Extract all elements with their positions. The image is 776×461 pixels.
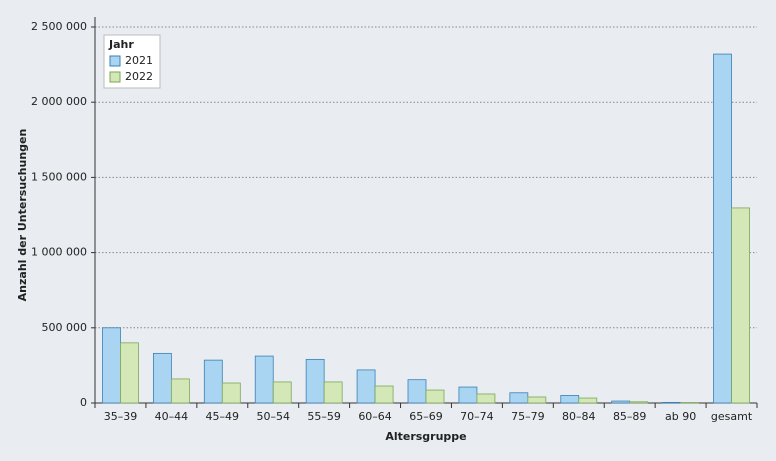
bar bbox=[560, 395, 580, 404]
bar bbox=[527, 396, 547, 404]
x-tick-label: 85–89 bbox=[613, 410, 647, 423]
bar bbox=[356, 369, 376, 404]
x-axis-title: Altersgruppe bbox=[385, 430, 466, 443]
bar bbox=[323, 381, 343, 404]
x-tick-label: 35–39 bbox=[104, 410, 138, 423]
bar bbox=[102, 327, 121, 404]
bar bbox=[425, 389, 445, 404]
bar bbox=[120, 342, 139, 404]
bar bbox=[170, 378, 190, 404]
x-tick-label: 40–44 bbox=[155, 410, 189, 423]
bar bbox=[578, 397, 598, 404]
bar bbox=[305, 358, 325, 404]
legend-label: 2022 bbox=[125, 70, 153, 83]
x-tick-label: 45–49 bbox=[206, 410, 240, 423]
x-tick-label: 75–79 bbox=[511, 410, 545, 423]
y-tick-label: 0 bbox=[80, 396, 87, 409]
bar bbox=[221, 382, 241, 404]
x-tick-label: 65–69 bbox=[409, 410, 443, 423]
bar bbox=[203, 359, 223, 404]
x-tick-label: 50–54 bbox=[256, 410, 290, 423]
x-tick-label: 70–74 bbox=[460, 410, 494, 423]
bar bbox=[476, 393, 496, 404]
bar bbox=[272, 381, 292, 404]
y-tick-label: 2 000 000 bbox=[31, 95, 87, 108]
bar bbox=[407, 379, 427, 404]
y-tick-label: 1 000 000 bbox=[31, 246, 87, 259]
bar bbox=[509, 392, 529, 404]
bar bbox=[254, 355, 274, 404]
legend-swatch bbox=[109, 71, 121, 83]
y-tick-label: 2 500 000 bbox=[31, 20, 87, 33]
y-tick-label: 500 000 bbox=[42, 321, 88, 334]
legend-label: 2021 bbox=[125, 54, 153, 67]
bar bbox=[458, 386, 478, 404]
y-tick-label: 1 500 000 bbox=[31, 170, 87, 183]
x-tick-label: 60–64 bbox=[358, 410, 392, 423]
x-tick-label: ab 90 bbox=[665, 410, 696, 423]
bar bbox=[629, 401, 649, 404]
bar bbox=[611, 400, 631, 404]
legend-swatch bbox=[109, 55, 121, 67]
bar bbox=[713, 53, 732, 404]
bar bbox=[374, 385, 394, 404]
bar bbox=[152, 352, 172, 404]
y-axis-title: Anzahl der Untersuchungen bbox=[16, 129, 29, 302]
bar bbox=[662, 401, 682, 404]
x-tick-label: gesamt bbox=[711, 410, 753, 423]
x-tick-label: 55–59 bbox=[307, 410, 341, 423]
x-tick-label: 80–84 bbox=[562, 410, 596, 423]
legend-title: Jahr bbox=[108, 38, 134, 51]
bar bbox=[731, 207, 750, 404]
